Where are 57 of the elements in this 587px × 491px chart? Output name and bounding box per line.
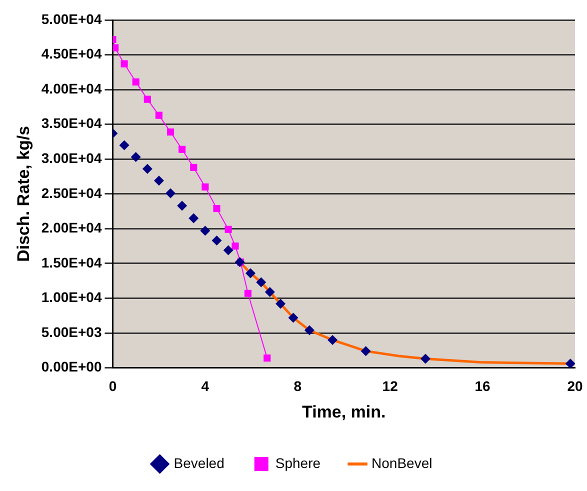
y-tick-label: 5.00E+04: [41, 10, 102, 27]
point: [223, 245, 234, 256]
point: [144, 96, 151, 103]
point: [202, 183, 209, 190]
point: [178, 146, 186, 153]
point: [245, 268, 256, 278]
point: [155, 112, 162, 119]
point: [212, 236, 222, 246]
x-tick-label: 0: [108, 378, 117, 394]
point: [264, 286, 275, 297]
point: [213, 204, 220, 212]
point: [190, 164, 198, 172]
x-tick-label: 4: [201, 378, 210, 394]
point: [119, 140, 130, 150]
point: [360, 346, 371, 356]
point: [232, 242, 239, 250]
point: [276, 298, 286, 309]
point: [420, 354, 430, 364]
y-tick-label: 1.50E+04: [41, 254, 102, 270]
point: [256, 277, 266, 288]
point: [565, 358, 575, 368]
y-tick-label: 4.50E+04: [41, 46, 102, 62]
y-tick-label: 1.00E+04: [41, 289, 102, 306]
legend-label: Sphere: [275, 454, 321, 471]
y-axis-title: Disch. Rate, kg/s: [14, 126, 33, 262]
y-tick-label: 0.00E+00: [41, 358, 102, 375]
point: [304, 325, 314, 336]
point: [154, 176, 164, 186]
y-tick-label: 3.00E+04: [41, 150, 102, 166]
point: [177, 200, 188, 211]
x-tick-label: 8: [294, 378, 302, 394]
point: [112, 44, 119, 52]
legend-label: NonBevel: [372, 454, 432, 471]
x-tick-label: 20: [567, 378, 583, 394]
point: [142, 164, 152, 174]
point: [132, 78, 140, 86]
x-axis-title: Time, min.: [302, 402, 386, 422]
point: [234, 257, 245, 268]
x-tick-label: 12: [382, 378, 398, 394]
point: [120, 60, 128, 68]
point: [244, 290, 252, 297]
y-tick-label: 2.00E+04: [41, 220, 102, 236]
y-tick-label: 4.00E+04: [41, 80, 102, 96]
y-tick-label: 2.50E+04: [41, 184, 102, 201]
point: [166, 128, 174, 136]
point: [130, 152, 141, 162]
point: [188, 213, 199, 224]
y-tick-label: 5.00E+03: [41, 324, 102, 340]
point: [166, 188, 176, 198]
point: [224, 226, 232, 233]
point: [288, 312, 298, 323]
x-tick-label: 16: [474, 378, 491, 394]
y-tick-label: 3.50E+04: [41, 115, 102, 132]
point: [264, 354, 271, 362]
point: [328, 334, 338, 345]
legend-label: Beveled: [174, 454, 224, 471]
point: [200, 226, 210, 236]
